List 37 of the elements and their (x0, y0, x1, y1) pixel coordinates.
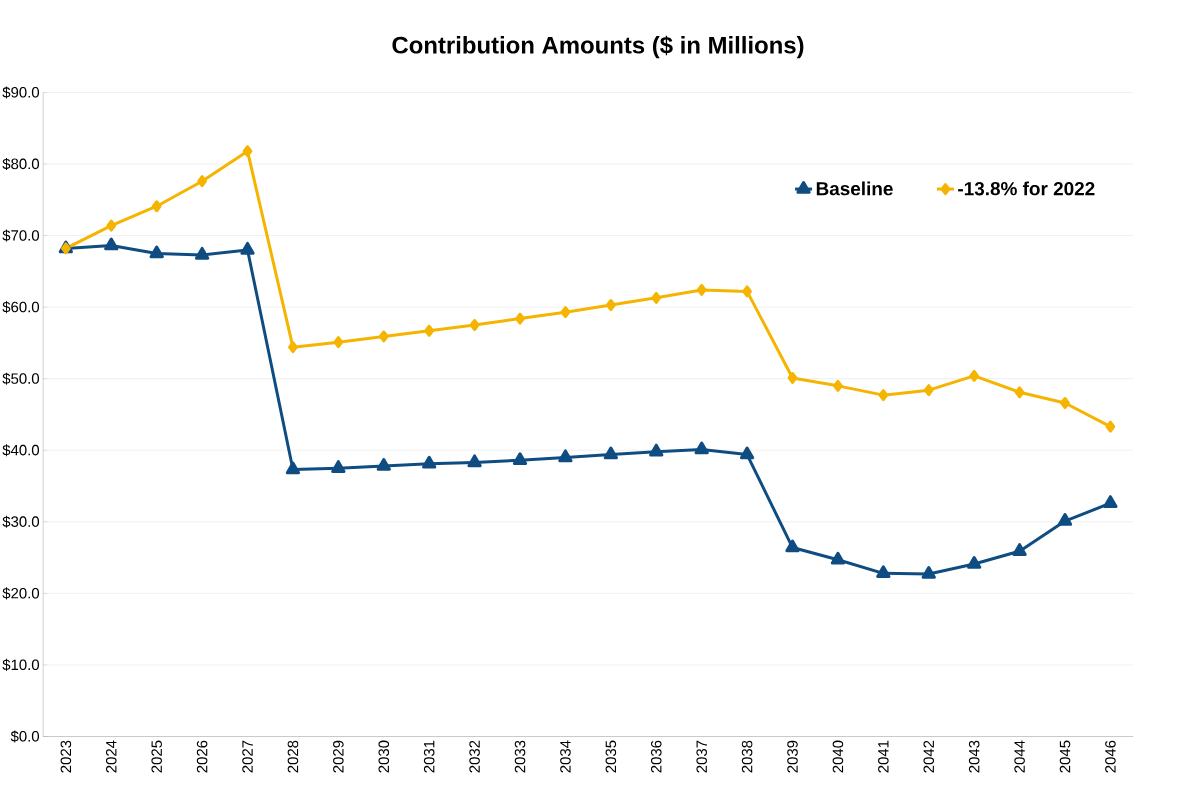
x-tick-label: 2032 (469, 740, 480, 773)
x-tick-label: 2043 (968, 740, 980, 773)
y-tick-label: $0.0 (10, 730, 40, 743)
x-tick-label: 2033 (514, 740, 526, 773)
x-tick-label: 2027 (242, 740, 253, 773)
x-tick-label: 2037 (696, 740, 707, 773)
y-tick-label: $90.0 (2, 86, 40, 99)
x-tick-label: 2042 (923, 740, 935, 773)
y-tick-label: $40.0 (2, 444, 40, 457)
x-tick-label: 2030 (378, 740, 390, 773)
x-tick-label: 2029 (333, 740, 344, 773)
x-tick-label: 2024 (105, 740, 117, 773)
x-tick-label: 2023 (60, 740, 72, 773)
y-tick-label: $20.0 (2, 587, 40, 600)
x-tick-label: 2025 (151, 740, 162, 773)
y-tick-label: $80.0 (2, 157, 40, 171)
x-tick-label: 2044 (1014, 740, 1025, 773)
x-tick-label: 2039 (787, 740, 798, 773)
x-tick-label: 2026 (196, 740, 208, 773)
x-tick-label: 2046 (1105, 740, 1116, 773)
y-tick-label: $70.0 (2, 229, 40, 242)
y-tick-label: $30.0 (2, 515, 40, 528)
x-tick-label: 2031 (423, 740, 435, 773)
x-tick-label: 2036 (650, 740, 662, 773)
x-tick-label: 2045 (1059, 740, 1071, 773)
x-tick-label: 2034 (560, 740, 571, 773)
x-tick-label: 2038 (741, 740, 753, 773)
y-tick-label: $50.0 (2, 372, 40, 385)
y-tick-label: $10.0 (2, 658, 40, 671)
x-tick-label: 2028 (287, 740, 299, 773)
x-tick-label: 2040 (832, 740, 844, 773)
legend-label: -13.8% for 2022 (958, 181, 1095, 196)
x-tick-label: 2041 (878, 740, 889, 773)
chart-title: Contribution Amounts ($ in Millions) (392, 35, 804, 59)
x-tick-label: 2035 (605, 740, 617, 773)
y-tick-label: $60.0 (2, 301, 40, 314)
legend-label: Baseline (816, 181, 893, 196)
